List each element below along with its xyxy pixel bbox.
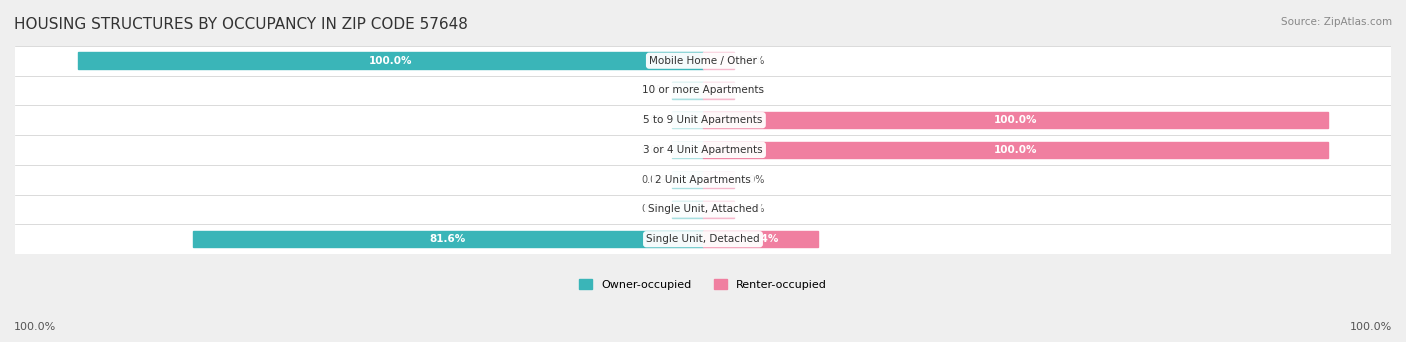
Bar bbox=[703, 201, 734, 218]
Bar bbox=[15, 165, 1391, 195]
Bar bbox=[15, 135, 1391, 165]
Bar bbox=[672, 112, 703, 128]
Text: 100.0%: 100.0% bbox=[994, 145, 1038, 155]
Text: 2 Unit Apartments: 2 Unit Apartments bbox=[655, 175, 751, 185]
Bar bbox=[77, 52, 703, 69]
Text: Source: ZipAtlas.com: Source: ZipAtlas.com bbox=[1281, 17, 1392, 27]
Text: 3 or 4 Unit Apartments: 3 or 4 Unit Apartments bbox=[643, 145, 763, 155]
Text: Mobile Home / Other: Mobile Home / Other bbox=[650, 56, 756, 66]
Text: 18.4%: 18.4% bbox=[742, 234, 779, 244]
Text: 0.0%: 0.0% bbox=[641, 86, 665, 95]
Bar bbox=[703, 231, 818, 247]
Bar bbox=[15, 76, 1391, 105]
Bar bbox=[15, 195, 1391, 224]
Text: 0.0%: 0.0% bbox=[641, 115, 665, 125]
Bar bbox=[15, 105, 1391, 135]
Text: 0.0%: 0.0% bbox=[741, 175, 765, 185]
Legend: Owner-occupied, Renter-occupied: Owner-occupied, Renter-occupied bbox=[575, 275, 831, 294]
Text: 5 to 9 Unit Apartments: 5 to 9 Unit Apartments bbox=[644, 115, 762, 125]
Text: 0.0%: 0.0% bbox=[741, 56, 765, 66]
Bar bbox=[672, 172, 703, 188]
Text: 0.0%: 0.0% bbox=[641, 205, 665, 214]
Bar bbox=[703, 82, 734, 98]
Bar bbox=[703, 52, 734, 69]
Text: 0.0%: 0.0% bbox=[741, 205, 765, 214]
Text: HOUSING STRUCTURES BY OCCUPANCY IN ZIP CODE 57648: HOUSING STRUCTURES BY OCCUPANCY IN ZIP C… bbox=[14, 17, 468, 32]
Bar bbox=[193, 231, 703, 247]
Text: 0.0%: 0.0% bbox=[641, 145, 665, 155]
Bar bbox=[15, 224, 1391, 254]
Bar bbox=[15, 46, 1391, 76]
Bar bbox=[672, 201, 703, 218]
Text: 100.0%: 100.0% bbox=[1350, 322, 1392, 332]
Bar bbox=[672, 82, 703, 98]
Bar bbox=[703, 172, 734, 188]
Bar bbox=[703, 112, 1329, 128]
Text: 81.6%: 81.6% bbox=[430, 234, 465, 244]
Text: 100.0%: 100.0% bbox=[994, 115, 1038, 125]
Bar bbox=[672, 142, 703, 158]
Text: Single Unit, Detached: Single Unit, Detached bbox=[647, 234, 759, 244]
Text: 0.0%: 0.0% bbox=[741, 86, 765, 95]
Text: 10 or more Apartments: 10 or more Apartments bbox=[643, 86, 763, 95]
Bar bbox=[703, 142, 1329, 158]
Text: Single Unit, Attached: Single Unit, Attached bbox=[648, 205, 758, 214]
Text: 100.0%: 100.0% bbox=[368, 56, 412, 66]
Text: 0.0%: 0.0% bbox=[641, 175, 665, 185]
Text: 100.0%: 100.0% bbox=[14, 322, 56, 332]
